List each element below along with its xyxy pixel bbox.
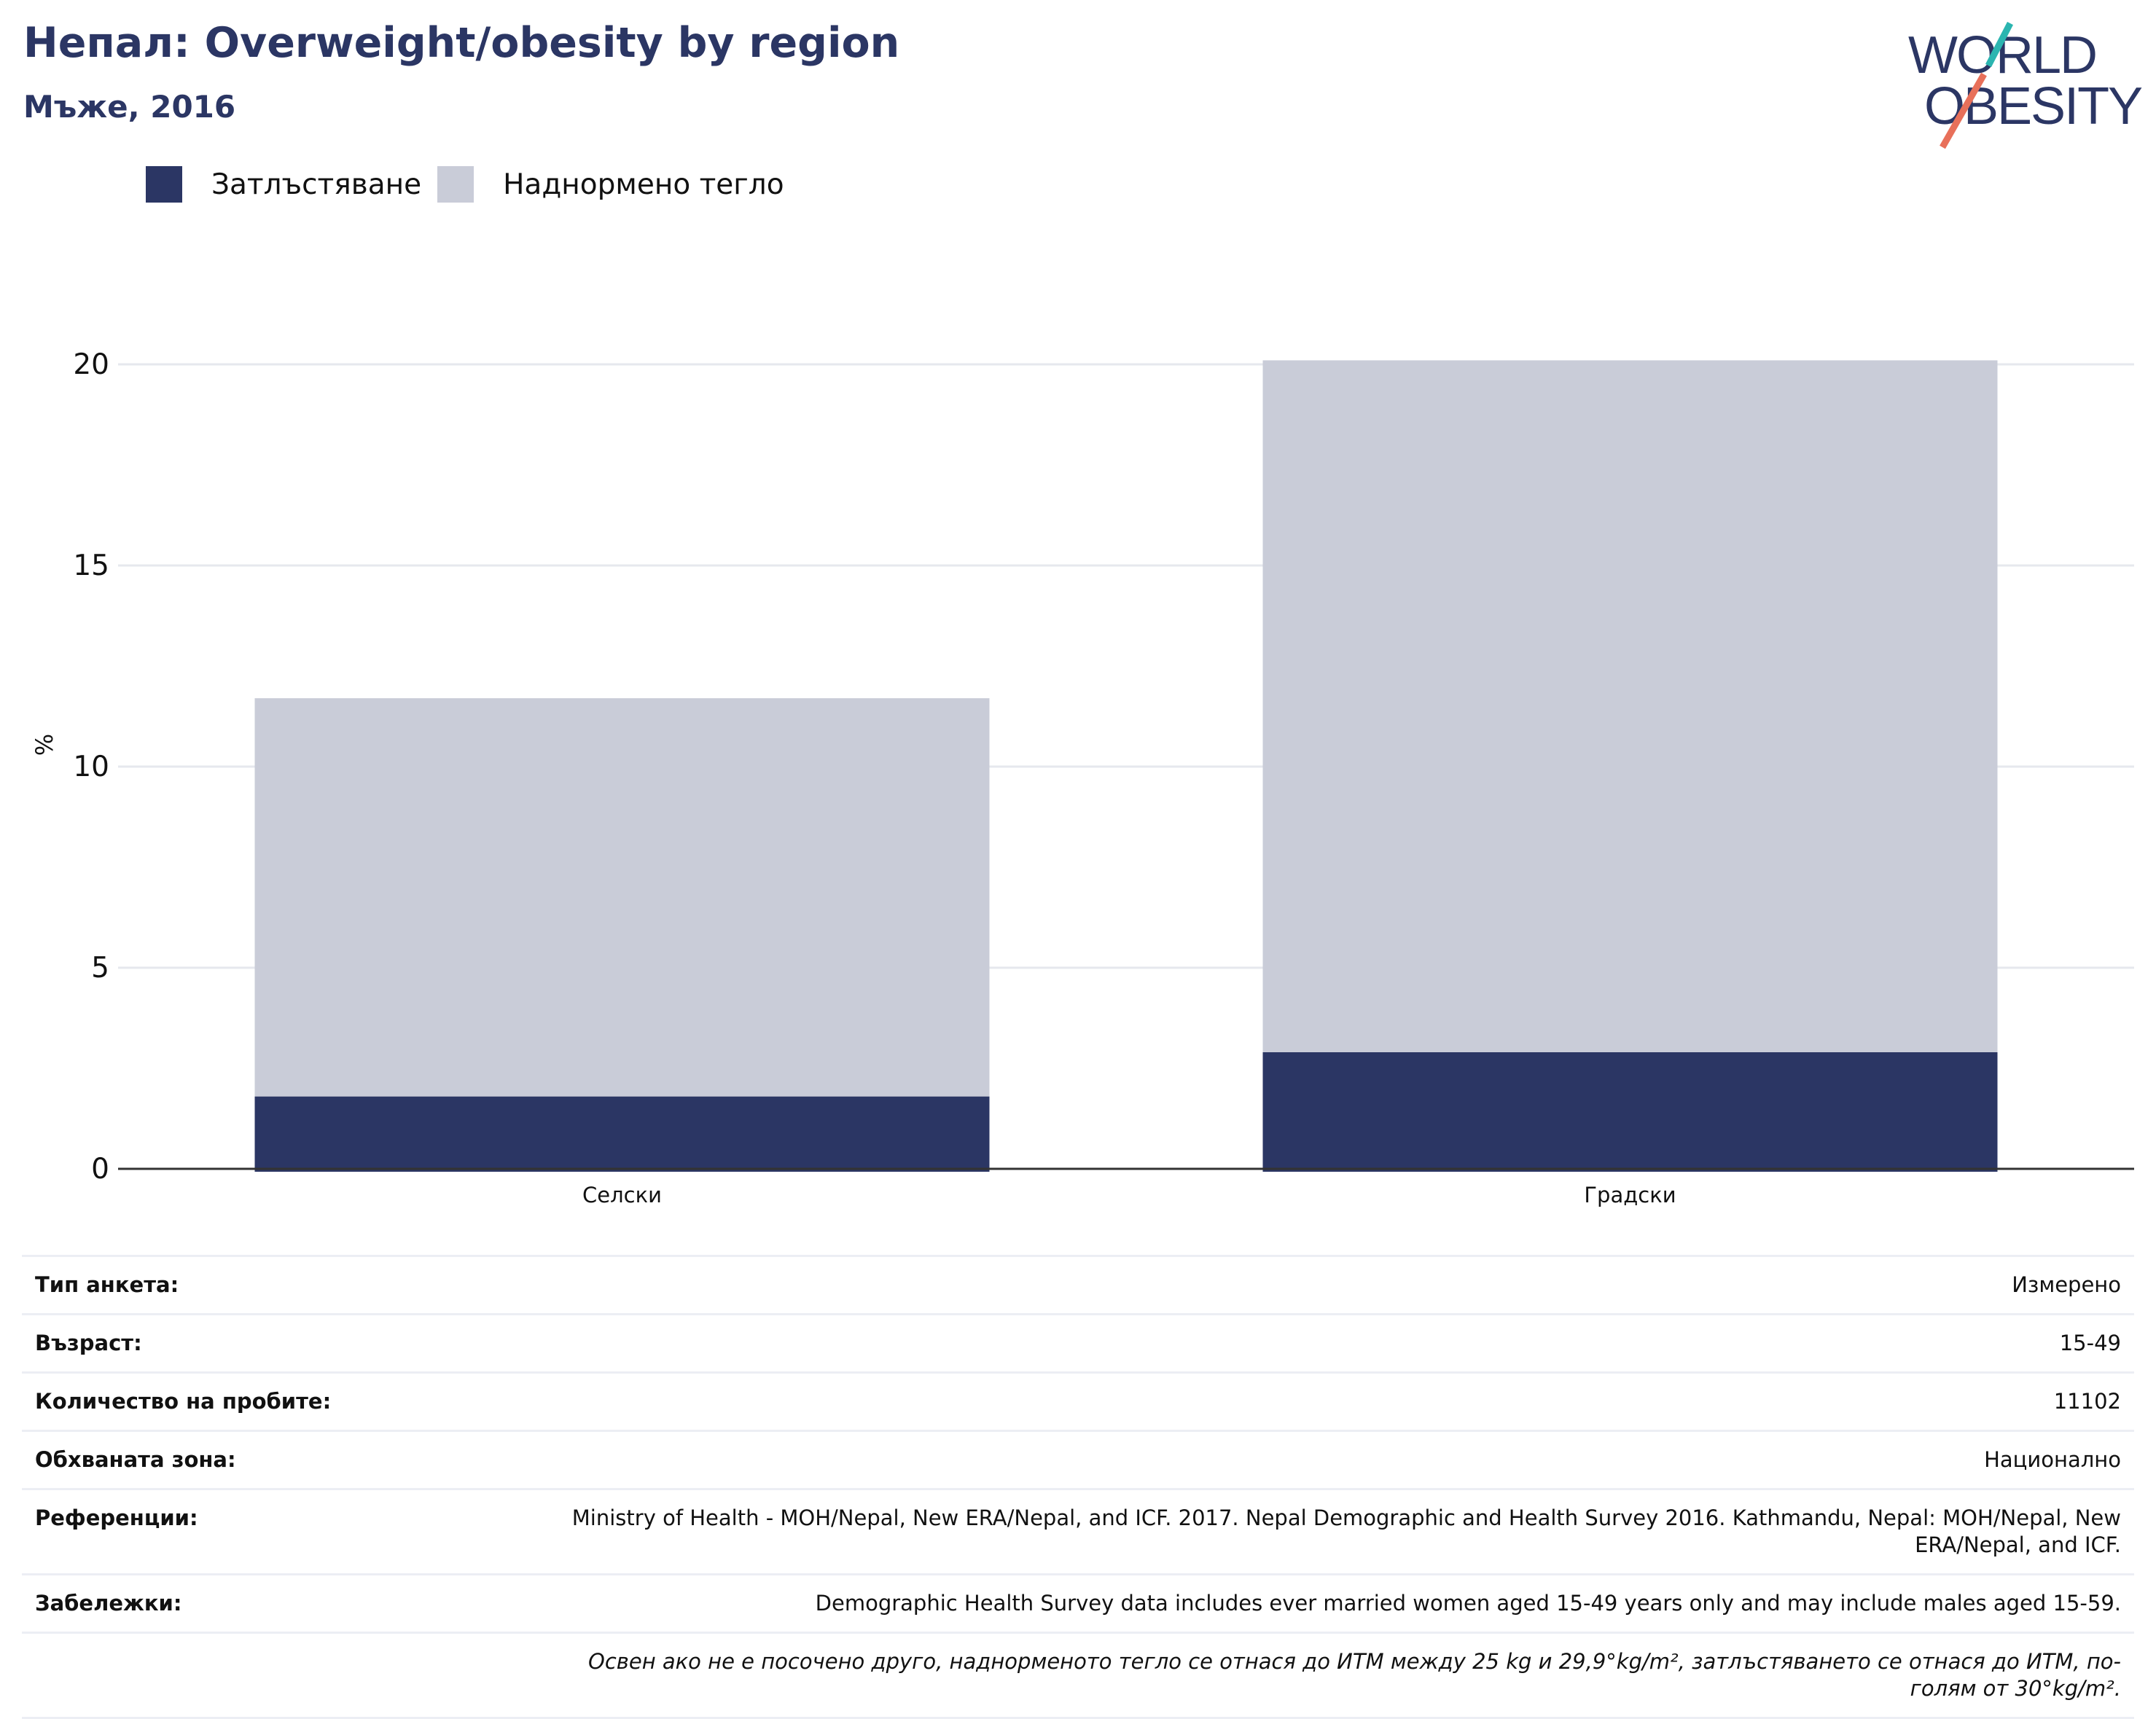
- info-row-age: Възраст: 15-49: [22, 1313, 2134, 1371]
- legend-label-overweight: Наднормено тегло: [503, 168, 784, 201]
- info-label: Възраст:: [35, 1331, 142, 1355]
- info-row-area: Обхваната зона: Национално: [22, 1430, 2134, 1488]
- legend-swatch-overweight: [437, 166, 474, 203]
- info-value: Ministry of Health - MOH/Nepal, New ERA/…: [571, 1505, 2121, 1557]
- chart-title: Непал: Overweight/obesity by region: [23, 19, 900, 67]
- y-tick-label: 10: [73, 751, 109, 783]
- info-row-notes: Забележки: Demographic Health Survey dat…: [22, 1573, 2134, 1632]
- world-obesity-logo: WORLD OBESITY: [1908, 22, 2143, 149]
- info-label: Тип анкета:: [35, 1272, 179, 1297]
- chart-subtitle: Мъже, 2016: [23, 89, 236, 125]
- y-tick-label: 5: [91, 952, 109, 984]
- info-label: Обхваната зона:: [35, 1447, 236, 1472]
- info-value: 11102: [2053, 1389, 2121, 1414]
- y-tick-label: 0: [91, 1153, 109, 1186]
- info-row-sample-size: Количество на пробите: 11102: [22, 1371, 2134, 1430]
- info-value: Измерено: [2012, 1272, 2121, 1297]
- legend-item-obesity[interactable]: Затлъстяване: [146, 166, 421, 203]
- legend: Затлъстяване Наднормено тегло: [146, 166, 800, 203]
- x-tick-label: Селски: [582, 1183, 662, 1207]
- info-label: Количество на пробите:: [35, 1389, 332, 1414]
- bar-chart: 0 5 10 15 20 Селски Градски %: [31, 348, 2134, 1207]
- bar-overweight: [1262, 360, 1998, 1052]
- legend-label-obesity: Затлъстяване: [211, 168, 422, 201]
- info-value: Demographic Health Survey data includes …: [815, 1591, 2121, 1616]
- info-row-survey-type: Тип анкета: Измерено: [22, 1255, 2134, 1313]
- info-value: Национално: [1984, 1447, 2121, 1472]
- legend-swatch-obesity: [146, 166, 182, 203]
- bars: [254, 360, 1998, 1172]
- x-tick-labels: Селски Градски: [582, 1183, 1676, 1207]
- y-tick-label: 20: [73, 348, 109, 381]
- y-axis-label: %: [31, 734, 58, 756]
- bar-overweight: [254, 698, 990, 1097]
- info-row-references: Референции: Ministry of Health - MOH/Nep…: [22, 1488, 2134, 1573]
- y-tick-labels: 0 5 10 15 20: [73, 348, 109, 1186]
- logo-word-obesity: OBESITY: [1924, 77, 2142, 136]
- y-tick-label: 15: [73, 549, 109, 582]
- info-value: 15-49: [2059, 1331, 2121, 1355]
- logo-slash-coral: [1940, 72, 1987, 149]
- bar-obesity: [254, 1096, 990, 1172]
- x-tick-label: Градски: [1584, 1183, 1676, 1207]
- info-footnote: Освен ако не е посочено друго, наднормен…: [22, 1632, 2134, 1719]
- legend-item-overweight[interactable]: Наднормено тегло: [437, 166, 784, 203]
- bar-obesity: [1262, 1052, 1998, 1172]
- info-label: Забележки:: [35, 1591, 182, 1616]
- footnote-text: Освен ако не е посочено друго, наднормен…: [588, 1649, 2121, 1701]
- info-label: Референции:: [35, 1505, 198, 1530]
- info-table: Тип анкета: Измерено Възраст: 15-49 Коли…: [22, 1255, 2134, 1719]
- logo-slash-teal: [1985, 22, 2013, 68]
